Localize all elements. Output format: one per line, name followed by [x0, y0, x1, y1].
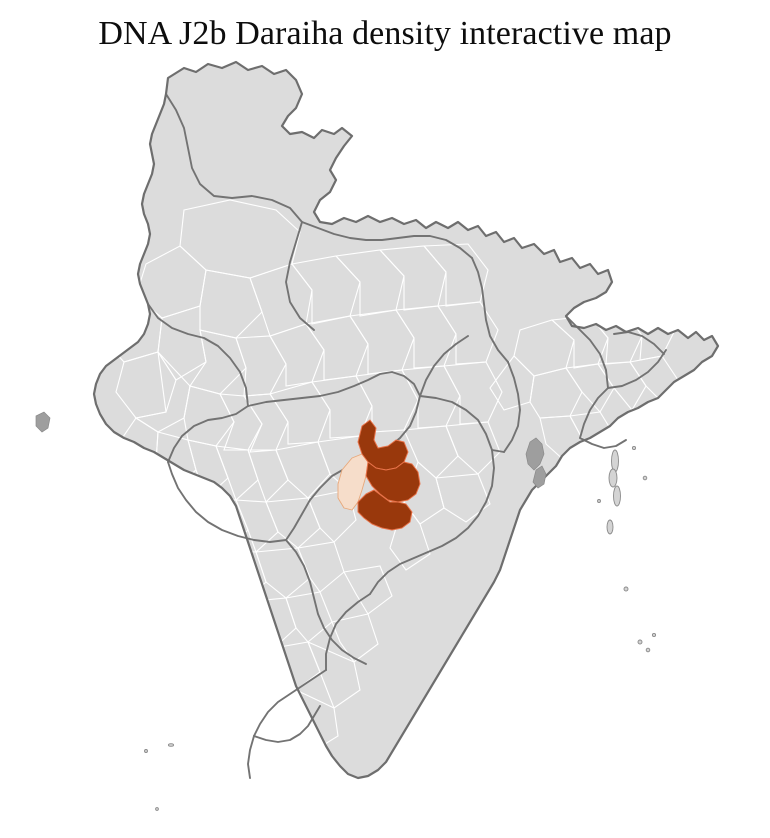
andaman-nicobar-islands [597, 445, 657, 653]
highlighted-districts-layer[interactable] [337, 419, 421, 531]
map-container[interactable] [0, 50, 770, 838]
highlight-district-high-1[interactable] [357, 419, 409, 471]
map-landmass-layer [93, 61, 719, 779]
country-outline-layer [92, 60, 720, 780]
lakshadweep-islands [144, 743, 175, 811]
highlight-district-high-3[interactable] [357, 489, 413, 531]
gujarat-coast-detail [35, 411, 51, 433]
sundarbans-delta [525, 437, 547, 489]
district-boundaries-layer [101, 199, 679, 781]
page-title: DNA J2b Daraiha density interactive map [98, 15, 672, 52]
india-landmass[interactable] [93, 61, 719, 779]
highlight-district-high-2[interactable] [365, 461, 421, 503]
india-map-svg[interactable] [0, 50, 770, 838]
